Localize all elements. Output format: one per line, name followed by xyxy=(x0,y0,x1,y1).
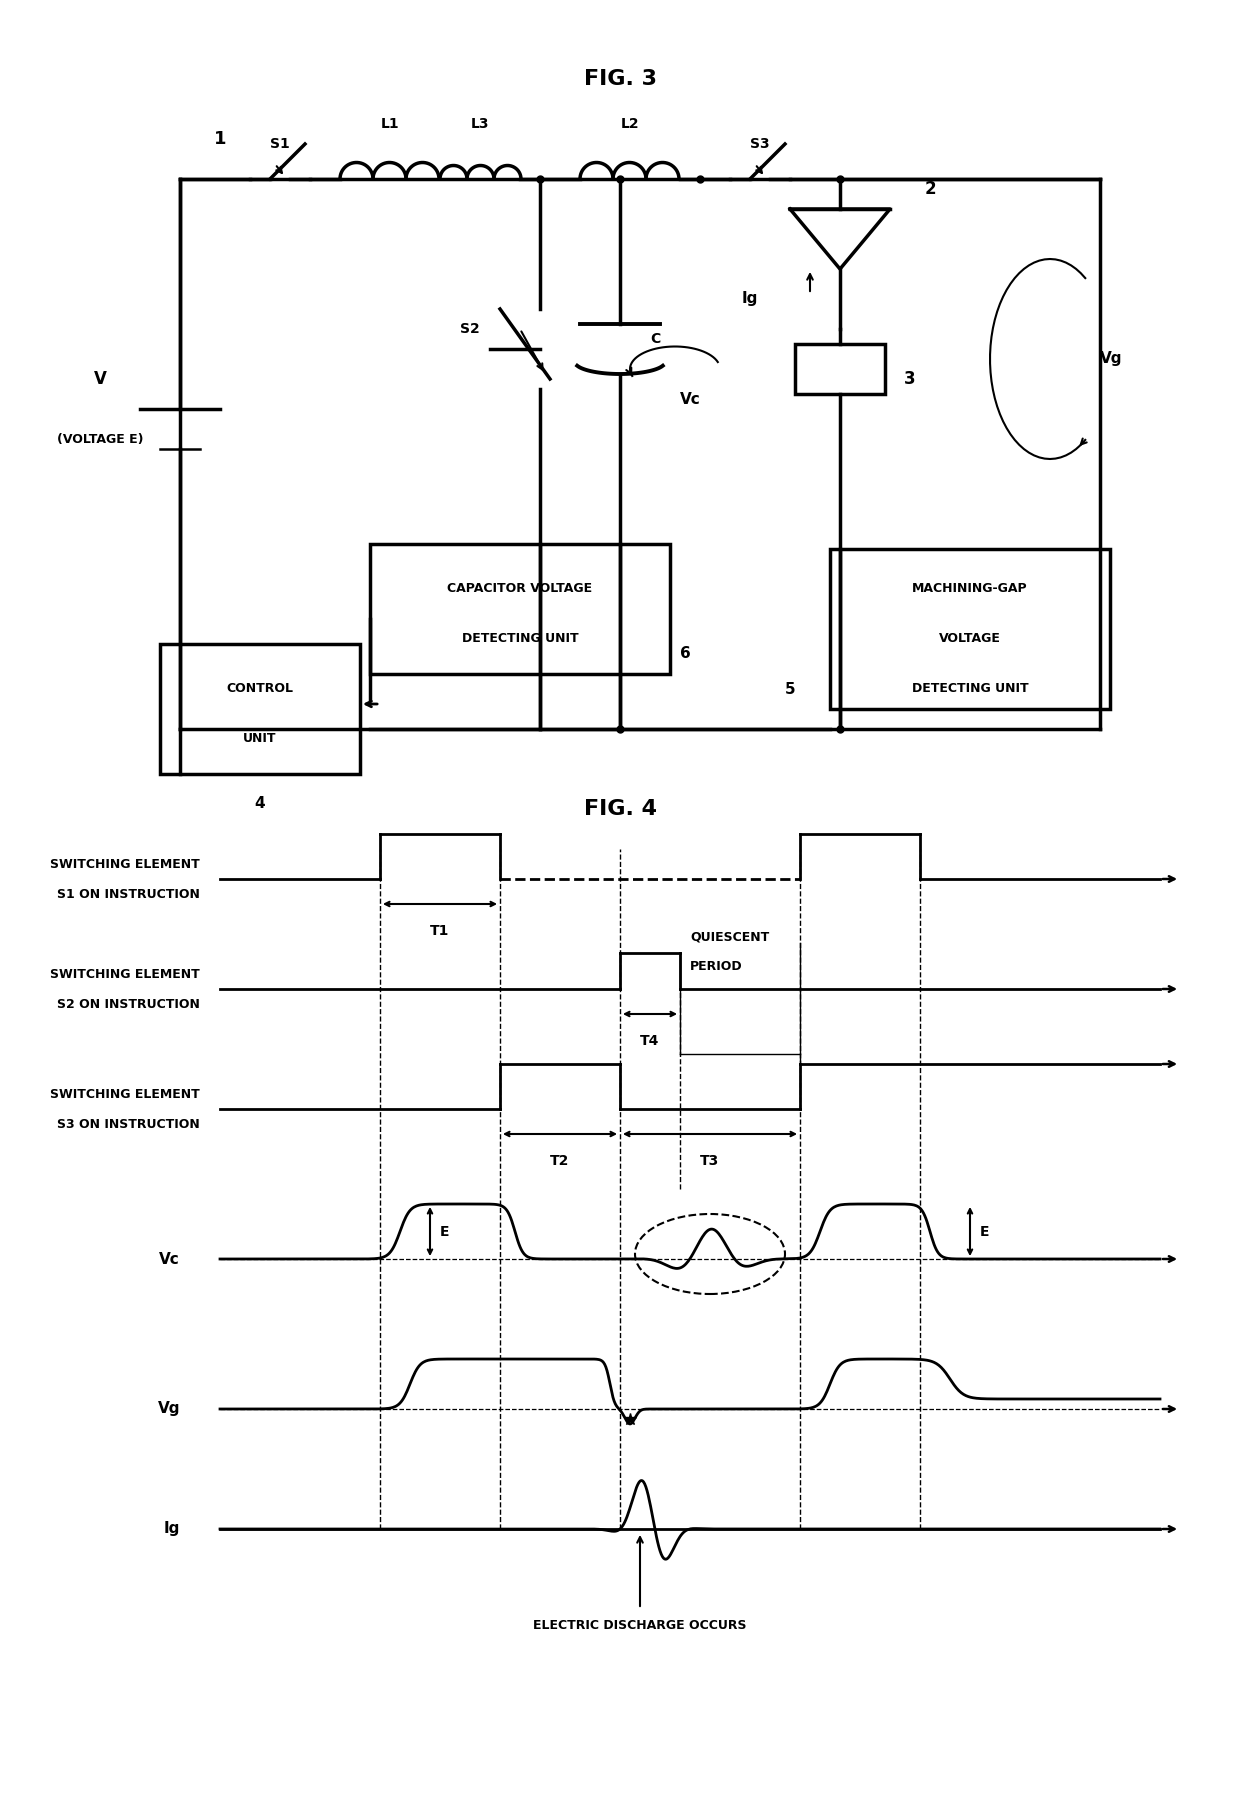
Text: L1: L1 xyxy=(381,118,399,130)
Text: S3: S3 xyxy=(750,137,770,150)
Text: 6: 6 xyxy=(680,646,691,662)
Bar xyxy=(795,344,885,394)
Text: VOLTAGE: VOLTAGE xyxy=(939,633,1001,646)
Text: T2: T2 xyxy=(551,1154,569,1169)
Text: 2: 2 xyxy=(924,181,936,197)
Text: CONTROL: CONTROL xyxy=(227,682,294,695)
Text: Vc: Vc xyxy=(159,1252,180,1266)
Text: Vg: Vg xyxy=(157,1402,180,1416)
Text: 4: 4 xyxy=(254,796,265,812)
Text: FIG. 4: FIG. 4 xyxy=(584,800,656,819)
Text: Ig: Ig xyxy=(164,1521,180,1536)
Text: Vc: Vc xyxy=(680,391,701,407)
Text: L3: L3 xyxy=(471,118,490,130)
Text: E: E xyxy=(980,1225,990,1239)
Text: DETECTING UNIT: DETECTING UNIT xyxy=(461,633,578,646)
Text: T4: T4 xyxy=(640,1035,660,1047)
Bar xyxy=(160,644,360,774)
Text: UNIT: UNIT xyxy=(243,733,277,745)
Text: S1: S1 xyxy=(270,137,290,150)
Text: E: E xyxy=(440,1225,449,1239)
Text: C: C xyxy=(650,333,660,346)
Polygon shape xyxy=(790,210,890,270)
Text: S2: S2 xyxy=(460,322,480,336)
Text: PERIOD: PERIOD xyxy=(689,961,743,973)
Bar xyxy=(830,548,1110,709)
Text: Vg: Vg xyxy=(1100,351,1122,367)
Text: CAPACITOR VOLTAGE: CAPACITOR VOLTAGE xyxy=(448,582,593,595)
Text: S2 ON INSTRUCTION: S2 ON INSTRUCTION xyxy=(57,997,200,1011)
Text: SWITCHING ELEMENT: SWITCHING ELEMENT xyxy=(51,857,200,870)
Text: L2: L2 xyxy=(621,118,640,130)
Text: V: V xyxy=(93,371,107,387)
Text: S3 ON INSTRUCTION: S3 ON INSTRUCTION xyxy=(57,1118,200,1131)
Text: 5: 5 xyxy=(785,682,795,696)
Text: T1: T1 xyxy=(430,924,450,939)
Text: 3: 3 xyxy=(904,371,916,387)
Text: FIG. 3: FIG. 3 xyxy=(584,69,656,89)
Text: ELECTRIC DISCHARGE OCCURS: ELECTRIC DISCHARGE OCCURS xyxy=(533,1619,746,1632)
Text: (VOLTAGE E): (VOLTAGE E) xyxy=(57,432,144,445)
Text: T3: T3 xyxy=(701,1154,719,1169)
Text: S1 ON INSTRUCTION: S1 ON INSTRUCTION xyxy=(57,888,200,901)
Text: DETECTING UNIT: DETECTING UNIT xyxy=(911,682,1028,695)
Text: MACHINING-GAP: MACHINING-GAP xyxy=(913,582,1028,595)
Text: Ig: Ig xyxy=(742,291,758,306)
Text: SWITCHING ELEMENT: SWITCHING ELEMENT xyxy=(51,968,200,980)
Text: SWITCHING ELEMENT: SWITCHING ELEMENT xyxy=(51,1087,200,1100)
Text: 1: 1 xyxy=(213,130,226,148)
Text: QUIESCENT: QUIESCENT xyxy=(689,930,769,942)
Bar xyxy=(370,545,670,675)
